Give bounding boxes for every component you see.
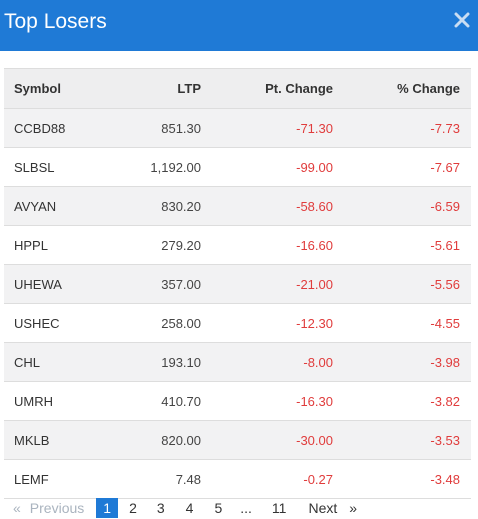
cell-ltp: 820.00: [161, 432, 201, 448]
cell-ltp: 7.48: [175, 471, 201, 487]
previous-button[interactable]: Previous: [29, 500, 85, 516]
table-row[interactable]: UMRH 410.70 -16.30 -3.82: [4, 381, 471, 421]
column-header-symbol[interactable]: Symbol: [4, 68, 109, 109]
cell-pt-change: -99.00: [296, 159, 333, 175]
previous-arrow[interactable]: «: [13, 500, 21, 516]
cell-pt-change: -58.60: [296, 198, 333, 214]
cell-ltp: 851.30: [161, 120, 201, 136]
cell-pt-change: -8.00: [303, 354, 333, 370]
cell-symbol: AVYAN: [14, 198, 57, 214]
cell-pt-change: -16.60: [296, 237, 333, 253]
cell-pct-change: -6.59: [430, 198, 460, 214]
next-arrow[interactable]: »: [349, 500, 358, 516]
column-header-ltp[interactable]: LTP: [109, 68, 208, 109]
cell-ltp: 357.00: [161, 276, 201, 292]
page-ellipsis: ...: [240, 500, 252, 516]
cell-pt-change: -12.30: [296, 315, 333, 331]
page-button-4[interactable]: 4: [185, 500, 194, 516]
table-row[interactable]: MKLB 820.00 -30.00 -3.53: [4, 420, 471, 460]
pagination: « Previous 1 2 3 4 5 ... 11 Next »: [13, 498, 357, 518]
column-header-pt-change[interactable]: Pt. Change: [208, 68, 341, 109]
page-button-2[interactable]: 2: [129, 500, 137, 516]
page-button-3[interactable]: 3: [156, 500, 165, 516]
cell-pt-change: -71.30: [296, 120, 333, 136]
cell-ltp: 279.20: [161, 237, 201, 253]
table-header-row: Symbol LTP Pt. Change % Change: [4, 68, 471, 109]
cell-pt-change: -21.00: [296, 276, 333, 292]
cell-symbol: UHEWA: [14, 276, 62, 292]
cell-ltp: 193.10: [161, 354, 201, 370]
next-button[interactable]: Next: [308, 500, 338, 516]
page-button-1[interactable]: 1: [96, 498, 119, 518]
table-row[interactable]: CHL 193.10 -8.00 -3.98: [4, 342, 471, 382]
page-button-5[interactable]: 5: [214, 500, 223, 516]
cell-pct-change: -7.67: [430, 159, 460, 175]
cell-ltp: 1,192.00: [150, 159, 201, 175]
cell-pt-change: -16.30: [296, 393, 333, 409]
table-body: CCBD88 851.30 -71.30 -7.73 SLBSL 1,192.00 -99.…: [4, 108, 471, 499]
cell-pct-change: -4.55: [430, 315, 460, 331]
cell-symbol: UMRH: [14, 393, 53, 409]
table-row[interactable]: LEMF 7.48 -0.27 -3.48: [4, 459, 471, 499]
cell-pct-change: -3.53: [430, 432, 460, 448]
column-header-pct-change[interactable]: % Change: [341, 68, 471, 109]
cell-symbol: HPPL: [14, 237, 48, 253]
cell-pt-change: -30.00: [296, 432, 333, 448]
losers-table-container: Symbol LTP Pt. Change % Change CCBD88 851…: [4, 68, 471, 499]
modal-header: Top Losers: [0, 0, 478, 51]
cell-symbol: SLBSL: [14, 159, 55, 175]
cell-symbol: USHEC: [14, 315, 60, 331]
cell-pt-change: -0.27: [303, 471, 333, 487]
cell-pct-change: -5.56: [430, 276, 460, 292]
cell-pct-change: -5.61: [430, 237, 460, 253]
cell-symbol: MKLB: [14, 432, 50, 448]
table-row[interactable]: CCBD88 851.30 -71.30 -7.73: [4, 108, 471, 148]
cell-ltp: 410.70: [161, 393, 201, 409]
table-row[interactable]: AVYAN 830.20 -58.60 -6.59: [4, 186, 471, 226]
cell-symbol: LEMF: [14, 471, 49, 487]
cell-pct-change: -3.82: [430, 393, 460, 409]
cell-pct-change: -7.73: [430, 120, 460, 136]
cell-pct-change: -3.48: [430, 471, 460, 487]
losers-table: Symbol LTP Pt. Change % Change CCBD88 851…: [4, 68, 471, 499]
table-row[interactable]: HPPL 279.20 -16.60 -5.61: [4, 225, 471, 265]
cell-symbol: CCBD88: [14, 120, 66, 136]
cell-pct-change: -3.98: [430, 354, 460, 370]
table-row[interactable]: UHEWA 357.00 -21.00 -5.56: [4, 264, 471, 304]
table-row[interactable]: SLBSL 1,192.00 -99.00 -7.67: [4, 147, 471, 187]
table-row[interactable]: USHEC 258.00 -12.30 -4.55: [4, 303, 471, 343]
close-icon[interactable]: [454, 11, 470, 29]
cell-ltp: 830.20: [161, 198, 201, 214]
cell-symbol: CHL: [14, 354, 41, 370]
page-button-11[interactable]: 11: [271, 500, 287, 516]
cell-ltp: 258.00: [161, 315, 201, 331]
modal-title: Top Losers: [4, 10, 107, 33]
